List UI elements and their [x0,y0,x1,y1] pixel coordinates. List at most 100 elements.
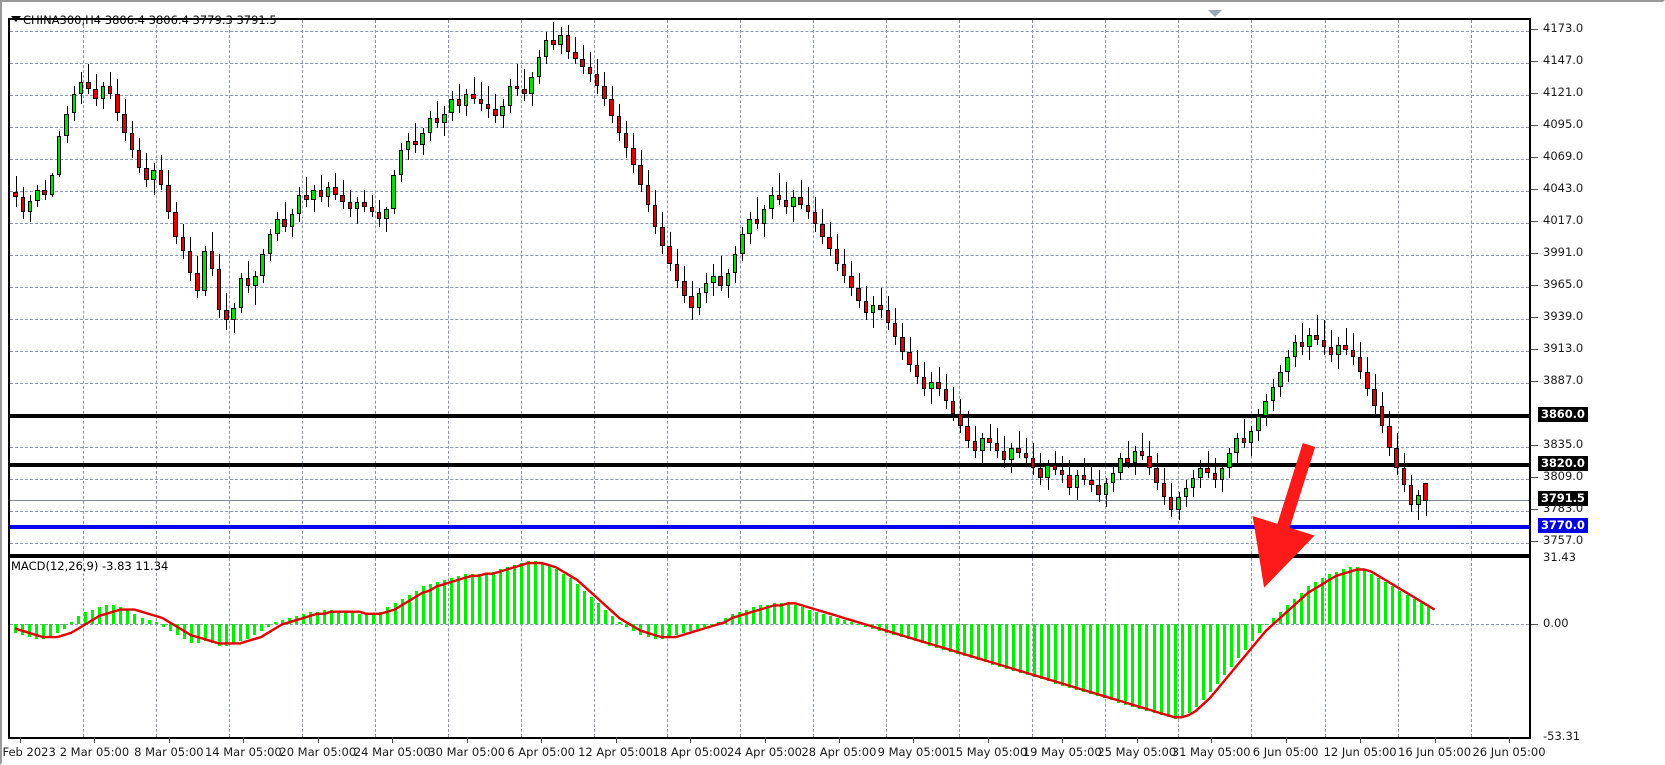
time-tick-mark [1285,737,1287,743]
macd-hist-bar [1019,624,1022,673]
candle-wick [474,76,475,104]
price-tick-3887.0: 3887.0 [1543,372,1584,387]
grid-line-v [594,558,596,737]
price-tick-3820.0[interactable]: 3820.0 [1538,456,1588,472]
grid-line-h [10,446,1529,448]
candle-body [216,268,222,311]
candle-body [427,118,433,134]
macd-hist-bar [77,615,80,625]
candle-body [878,305,883,311]
price-axis[interactable]: 4173.0 4147.0 4121.0 4095.0 4069.0 4043.0 4017… [1531,18,1665,742]
candle-body [827,236,832,249]
candle-wick [1317,315,1318,345]
candle-wick [939,366,940,397]
macd-hist-bar [541,563,544,625]
candle-body [652,204,658,227]
candle-wick [437,101,438,129]
macd-hist-bar [604,609,607,625]
price-level-3770.0[interactable] [10,524,1529,529]
time-tick-mark [764,737,766,743]
price-tick-3791.5[interactable]: 3791.5 [1538,491,1588,507]
candle-body [965,426,970,441]
time-tick-mark [1136,737,1138,743]
grid-line-v [156,20,158,554]
price-pane[interactable] [8,18,1531,554]
candle-body [798,197,803,205]
macd-pane[interactable] [8,556,1531,739]
chart-canvas[interactable]: 4173.0 4147.0 4121.0 4095.0 4069.0 4043.0 4017… [0,8,1665,759]
candle-body [1081,475,1087,481]
macd-hist-bar [843,620,846,625]
grid-line-h [10,350,1529,352]
candle-body [158,170,164,185]
price-tick-4121.0: 4121.0 [1543,85,1584,100]
candle-body [747,219,752,235]
candle-body [1219,467,1225,481]
candle-body [318,189,324,198]
grid-line-v [959,20,961,554]
macd-hist-bar [316,611,319,625]
candle-body [245,278,251,286]
macd-hist-bar [597,603,600,625]
price-tick-4017.0: 4017.0 [1543,213,1584,228]
candle-body [900,337,905,353]
candle-body [340,194,345,203]
price-tick-3757.0: 3757.0 [1543,532,1584,547]
price-level-3860.0[interactable] [10,414,1529,419]
candle-body [1241,438,1247,444]
price-tick-3860.0[interactable]: 3860.0 [1538,407,1588,423]
candle-body [325,187,331,198]
candle-wick [88,64,89,94]
macd-hist-bar [696,624,699,629]
candle-body [980,438,985,451]
candle-body [791,197,796,207]
candle-body [1132,450,1138,463]
macd-hist-bar [246,624,249,640]
candle-body [442,113,447,124]
candle-wick [321,175,322,203]
candle-body [187,251,193,274]
candle-body [740,234,745,254]
candle-body [405,140,411,151]
grid-line-v [667,558,669,737]
grid-line-v [1470,20,1472,554]
macd-hist-bar [379,611,382,625]
chevron-down-icon[interactable] [11,16,21,22]
candle-body [1103,482,1109,495]
price-level-3791.5[interactable] [10,500,1529,502]
candle-body [282,219,287,227]
candle-wick [1324,320,1325,355]
price-tick-mark [1531,125,1538,127]
time-tick-mark [913,737,915,743]
macd-hist-bar [155,622,158,625]
candle-wick [757,197,758,230]
macd-hist-bar [1321,577,1324,625]
candle-body [1423,482,1428,502]
price-level-3820.0[interactable] [10,463,1529,468]
candle-body [420,133,425,146]
candle-body [776,194,781,200]
candle-wick [997,428,998,458]
scroll-handle-icon[interactable] [1208,10,1222,17]
candle-body [885,310,891,323]
macd-hist-bar [1124,624,1127,705]
macd-hist-bar [794,605,797,625]
grid-line-v [448,20,450,554]
candle-body [1379,406,1385,427]
macd-hist-bar [1265,624,1268,626]
candle-wick [517,64,518,97]
macd-hist-bar [351,611,354,625]
macd-hist-bar [126,609,129,625]
candle-body [354,202,360,210]
price-tick-3770.0[interactable]: 3770.0 [1538,517,1588,533]
macd-signal-line [14,561,1436,719]
candle-body [1089,480,1094,486]
macd-hist-bar [204,624,207,642]
macd-hist-bar [1398,590,1401,625]
candle-body [856,288,861,301]
candle-body [1408,485,1414,505]
macd-hist-bar [365,613,368,625]
candle-body [929,381,934,390]
price-tick-mark [1531,508,1538,510]
candle-body [1154,467,1159,483]
